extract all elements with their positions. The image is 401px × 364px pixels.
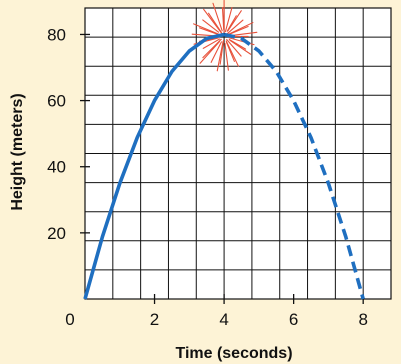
firework-burst-icon-ray [230,31,258,37]
firework-burst-icon-ray [224,42,229,71]
firework-burst-icon-ray [199,41,220,64]
firework-burst-icon-ray [193,23,220,35]
trajectory-solid-line [83,32,225,300]
firework-burst-icon-ray [202,19,220,33]
firework-burst-icon-ray [202,38,221,49]
y-tick-label: 20 [47,224,66,243]
trajectory-dashed-line [223,32,365,300]
firework-burst-icon-ray [216,40,224,72]
firework-burst-icon-ray [210,41,222,63]
firework-burst-icon-ray [229,39,252,55]
firework-burst-icon-ray [225,41,235,62]
y-tick-label: 80 [47,25,66,44]
firework-burst-icon-ray [226,38,242,57]
firework-burst-icon-ray [227,10,242,32]
x-tick-label: 6 [289,310,298,329]
firework-burst-icon-ray [202,38,222,59]
firework-burst-icon-ray [229,25,249,35]
x-tick-label: 4 [219,310,228,329]
y-tick-label: 40 [47,158,66,177]
firework-burst-icon-ray [226,19,244,35]
firework-burst-icon-ray [221,6,225,31]
firework-burst-icon-ray [212,2,223,32]
x-tick-label: 2 [150,310,159,329]
firework-burst-icon-ray [207,12,222,33]
y-axis-title: Height (meters) [9,93,26,210]
y-tick-label: 60 [47,92,66,111]
firework-burst-icon-ray [224,6,233,33]
x-axis-title: Time (seconds) [175,345,292,362]
x-tick-label: 0 [65,310,74,329]
x-tick-label: 8 [358,310,367,329]
